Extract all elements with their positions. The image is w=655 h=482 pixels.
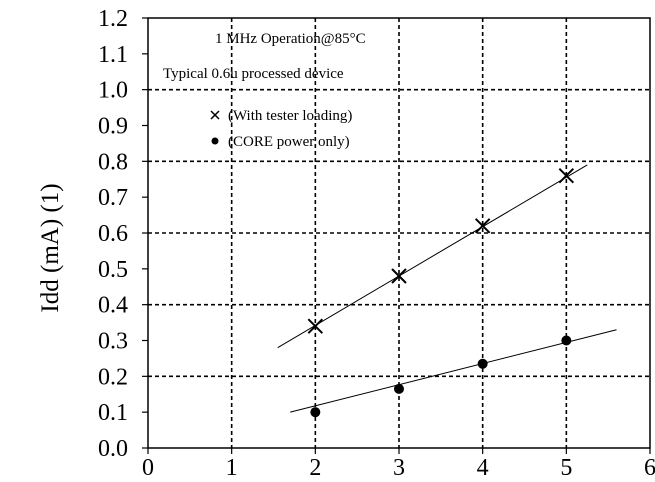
x-tick-label: 1 [226, 455, 238, 481]
trend-line-tester-loading [277, 164, 588, 349]
y-axis-ticks: 0.0 0.1 0.2 0.3 0.4 0.5 0.6 0.7 0.8 0.9 1.0 1.1 1.2 [98, 6, 148, 462]
y-tick-label: 0.6 [98, 221, 128, 247]
y-tick-label: 0.2 [98, 364, 128, 390]
x-tick-label: 2 [309, 455, 321, 481]
x-axis-ticks: 0 1 2 3 4 5 6 [142, 448, 655, 481]
y-tick-label: 1.0 [98, 78, 128, 104]
data-point-tester-loading [474, 218, 491, 234]
y-tick-label: 1.2 [98, 6, 128, 32]
y-tick-label: 0.5 [98, 257, 128, 283]
y-tick-label: 0.4 [98, 293, 128, 319]
data-point-tester-loading [558, 167, 575, 184]
annotation-device: Typical 0.6u processed device [163, 66, 344, 82]
x-tick-label: 0 [142, 455, 154, 481]
x-tick-label: 3 [393, 455, 405, 481]
legend-label-core-power: (CORE power only) [228, 134, 350, 150]
x-tick-label: 6 [644, 455, 655, 481]
data-point-core-power [310, 407, 321, 418]
trend-lines [277, 164, 617, 413]
y-tick-label: 0.3 [98, 329, 128, 355]
y-axis-title: Idd (mA) (1) [37, 183, 64, 312]
x-tick-label: 4 [477, 455, 489, 481]
data-point-tester-loading [307, 318, 324, 334]
annotation-operation: 1 MHz Operation@85°C [215, 31, 366, 47]
grid-lines [148, 18, 650, 448]
trend-line-core-power [290, 329, 617, 413]
y-tick-label: 0.0 [98, 436, 128, 462]
legend-label-tester-loading: (With tester loading) [228, 108, 352, 124]
data-point-tester-loading [391, 268, 407, 284]
y-tick-label: 1.1 [98, 42, 128, 68]
data-point-core-power [477, 358, 488, 369]
y-tick-label: 0.9 [98, 114, 128, 140]
y-tick-label: 0.1 [98, 400, 128, 426]
data-point-core-power [394, 383, 404, 394]
x-tick-label: 5 [560, 455, 572, 481]
legend: (With tester loading) (CORE power only) [210, 108, 352, 150]
legend-marker-x-icon [210, 110, 220, 120]
data-points [307, 167, 575, 418]
y-tick-label: 0.8 [98, 149, 128, 175]
legend-marker-dot-icon [211, 137, 219, 145]
data-point-core-power [561, 335, 572, 346]
y-tick-label: 0.7 [98, 185, 128, 211]
